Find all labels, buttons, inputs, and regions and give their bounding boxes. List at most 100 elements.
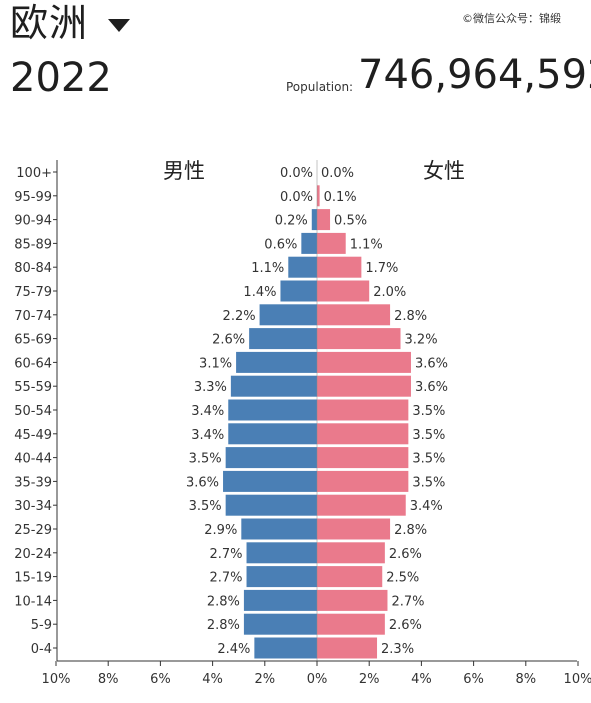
x-tick-label: 10% — [42, 672, 71, 687]
age-group-label: 50-54 — [14, 404, 52, 419]
female-bar — [317, 518, 391, 540]
age-group-label: 95-99 — [14, 190, 52, 205]
male-bar — [288, 256, 317, 278]
x-tick-label: 4% — [411, 672, 432, 687]
female-bar — [317, 232, 346, 254]
age-group-label: 80-84 — [14, 261, 52, 276]
female-bar — [317, 542, 385, 564]
male-data-label: 2.2% — [223, 309, 256, 324]
age-group-label: 20-24 — [14, 547, 52, 562]
age-group-label: 35-39 — [14, 475, 52, 490]
male-data-label: 3.4% — [191, 404, 224, 419]
x-tick-label: 4% — [202, 672, 223, 687]
female-bar — [317, 280, 370, 302]
age-group-label: 55-59 — [14, 380, 52, 395]
female-data-label: 2.3% — [381, 642, 414, 657]
x-tick-label: 2% — [254, 672, 275, 687]
male-data-label: 2.4% — [217, 642, 250, 657]
male-data-label: 2.9% — [204, 523, 237, 538]
age-group-label: 75-79 — [14, 285, 52, 300]
male-bar — [236, 351, 317, 373]
male-bar — [228, 423, 317, 445]
male-data-label: 0.2% — [275, 214, 308, 229]
female-bar — [317, 399, 409, 421]
female-bar — [317, 470, 409, 492]
age-group-label: 90-94 — [14, 214, 52, 229]
x-tick-label: 0% — [307, 672, 328, 687]
female-bar — [317, 566, 383, 588]
female-bar — [317, 613, 385, 635]
male-bar — [246, 542, 317, 564]
age-group-label: 70-74 — [14, 309, 52, 324]
population-value: 746,964,592 — [358, 52, 591, 98]
watermark: ©微信公众号：锦缎 — [462, 12, 561, 25]
age-group-label: 100+ — [16, 166, 52, 181]
female-data-label: 2.7% — [391, 594, 424, 609]
region-dropdown-icon[interactable] — [108, 19, 130, 32]
year-label: 2022 — [10, 55, 112, 101]
male-data-label: 0.6% — [264, 237, 297, 252]
male-bar — [243, 589, 317, 611]
female-data-label: 2.8% — [394, 523, 427, 538]
male-data-label: 2.6% — [212, 333, 245, 348]
female-data-label: 1.7% — [365, 261, 398, 276]
female-data-label: 3.5% — [412, 475, 445, 490]
male-data-label: 3.5% — [189, 452, 222, 467]
male-data-label: 2.7% — [209, 571, 242, 586]
age-group-label: 30-34 — [14, 499, 52, 514]
x-tick-label: 6% — [150, 672, 171, 687]
female-data-label: 3.4% — [410, 499, 443, 514]
x-tick-label: 8% — [515, 672, 536, 687]
population-label: Population: — [286, 80, 354, 94]
female-data-label: 2.0% — [373, 285, 406, 300]
male-bar — [243, 613, 317, 635]
female-bar — [317, 494, 406, 516]
female-data-label: 3.5% — [412, 452, 445, 467]
female-bar — [317, 185, 320, 207]
female-data-label: 2.5% — [386, 571, 419, 586]
female-bar — [317, 423, 409, 445]
female-data-label: 3.2% — [405, 333, 438, 348]
male-bar — [230, 375, 317, 397]
female-bar — [317, 589, 388, 611]
female-bar — [317, 304, 391, 326]
male-data-label: 2.7% — [209, 547, 242, 562]
female-bar — [317, 447, 409, 469]
age-group-label: 85-89 — [14, 237, 52, 252]
male-data-label: 3.3% — [194, 380, 227, 395]
male-bar — [249, 328, 317, 350]
female-data-label: 3.6% — [415, 356, 448, 371]
male-bar — [259, 304, 317, 326]
age-group-label: 15-19 — [14, 571, 52, 586]
age-group-label: 60-64 — [14, 356, 52, 371]
male-data-label: 3.1% — [199, 356, 232, 371]
x-tick-label: 8% — [98, 672, 119, 687]
male-bar — [254, 637, 317, 659]
male-bar — [225, 494, 317, 516]
region-title: 欧洲 — [10, 1, 89, 45]
male-bar — [241, 518, 317, 540]
age-group-label: 5-9 — [31, 618, 52, 633]
female-data-label: 3.5% — [412, 428, 445, 443]
male-series-label: 男性 — [163, 159, 205, 183]
male-data-label: 0.0% — [280, 166, 313, 181]
age-group-label: 10-14 — [14, 594, 52, 609]
age-group-label: 0-4 — [31, 642, 52, 657]
male-bar — [280, 280, 317, 302]
age-group-label: 65-69 — [14, 333, 52, 348]
female-data-label: 2.6% — [389, 547, 422, 562]
female-series-label: 女性 — [423, 159, 465, 183]
female-bar — [317, 256, 362, 278]
male-data-label: 0.0% — [280, 190, 313, 205]
age-group-label: 25-29 — [14, 523, 52, 538]
male-bar — [311, 209, 317, 231]
male-data-label: 3.4% — [191, 428, 224, 443]
female-data-label: 0.0% — [321, 166, 354, 181]
female-bar — [317, 637, 378, 659]
male-data-label: 3.6% — [186, 475, 219, 490]
x-tick-label: 10% — [564, 672, 591, 687]
female-data-label: 2.8% — [394, 309, 427, 324]
age-group-label: 45-49 — [14, 428, 52, 443]
male-bar — [301, 232, 317, 254]
male-data-label: 2.8% — [207, 618, 240, 633]
